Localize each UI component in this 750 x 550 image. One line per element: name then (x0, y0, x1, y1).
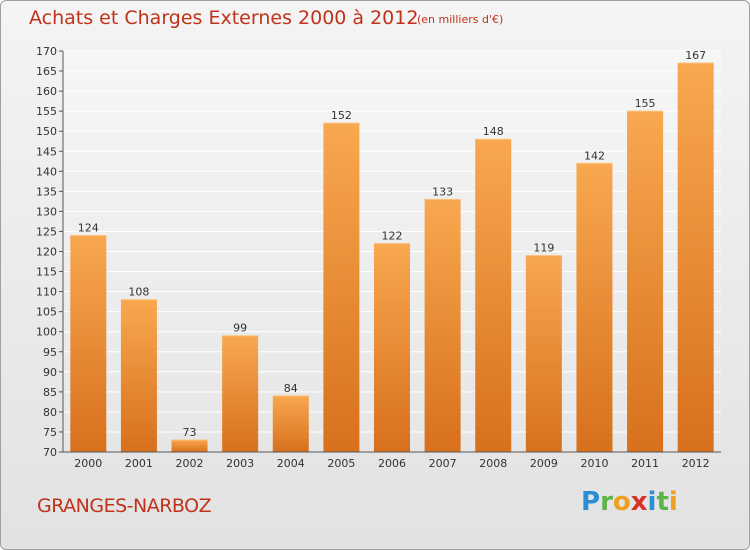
y-tick-label: 150 (36, 125, 57, 138)
y-tick-label: 110 (36, 286, 57, 299)
logo-letter: o (612, 487, 631, 517)
data-label: 124 (78, 221, 99, 234)
bar (475, 139, 512, 452)
bar (222, 335, 259, 452)
x-tick-label: 2011 (631, 457, 659, 470)
y-tick-label: 90 (43, 366, 57, 379)
logo-letter: i (647, 487, 657, 517)
y-tick-label: 80 (43, 406, 57, 419)
y-tick-label: 160 (36, 85, 57, 98)
y-tick-label: 165 (36, 65, 57, 78)
bar (576, 163, 613, 452)
bar (525, 255, 562, 452)
bar (120, 299, 157, 452)
x-tick-label: 2001 (125, 457, 153, 470)
x-tick-label: 2006 (378, 457, 406, 470)
bar (171, 439, 208, 452)
data-label: 148 (483, 125, 504, 138)
x-tick-label: 2010 (580, 457, 608, 470)
y-tick-label: 155 (36, 105, 57, 118)
bar (627, 111, 664, 453)
bar (677, 63, 714, 452)
y-tick-label: 140 (36, 165, 57, 178)
x-tick-label: 2007 (429, 457, 457, 470)
y-tick-label: 70 (43, 446, 57, 459)
bar (323, 123, 360, 453)
data-label: 152 (331, 109, 352, 122)
data-label: 167 (685, 49, 706, 62)
x-tick-label: 2012 (682, 457, 710, 470)
data-label: 119 (533, 242, 554, 255)
data-label: 133 (432, 185, 453, 198)
logo-letter: t (656, 487, 669, 517)
data-label: 142 (584, 149, 605, 162)
y-tick-label: 135 (36, 185, 57, 198)
x-tick-label: 2009 (530, 457, 558, 470)
y-tick-label: 120 (36, 246, 57, 259)
y-tick-label: 125 (36, 225, 57, 238)
x-tick-label: 2002 (176, 457, 204, 470)
y-tick-label: 115 (36, 266, 57, 279)
data-label: 84 (284, 382, 298, 395)
y-tick-label: 145 (36, 145, 57, 158)
y-tick-label: 105 (36, 306, 57, 319)
bar (70, 235, 107, 452)
logo-letter: P (581, 487, 601, 517)
data-label: 108 (128, 286, 149, 299)
x-tick-label: 2005 (327, 457, 355, 470)
bar (272, 395, 309, 452)
chart-title: Achats et Charges Externes 2000 à 2012 (29, 7, 419, 29)
y-tick-label: 170 (36, 45, 57, 58)
chart-subtitle: (en milliers d'€) (417, 13, 504, 26)
y-tick-label: 130 (36, 205, 57, 218)
data-label: 99 (233, 322, 247, 335)
data-label: 155 (635, 97, 656, 110)
data-label: 73 (183, 426, 197, 439)
logo-letter: x (630, 487, 648, 517)
y-tick-label: 100 (36, 326, 57, 339)
data-label: 122 (382, 229, 403, 242)
commune-name: GRANGES-NARBOZ (37, 495, 212, 517)
x-tick-label: 2003 (226, 457, 254, 470)
y-tick-label: 85 (43, 386, 57, 399)
bar (374, 243, 410, 452)
x-tick-label: 2000 (74, 457, 102, 470)
y-tick-label: 95 (43, 346, 57, 359)
logo-letter: i (668, 487, 678, 517)
y-tick-label: 75 (43, 426, 57, 439)
proxiti-logo[interactable]: Proxiti (581, 487, 678, 517)
logo-letter: r (600, 487, 613, 517)
x-tick-label: 2004 (277, 457, 305, 470)
bar (424, 199, 461, 452)
x-tick-label: 2008 (479, 457, 507, 470)
